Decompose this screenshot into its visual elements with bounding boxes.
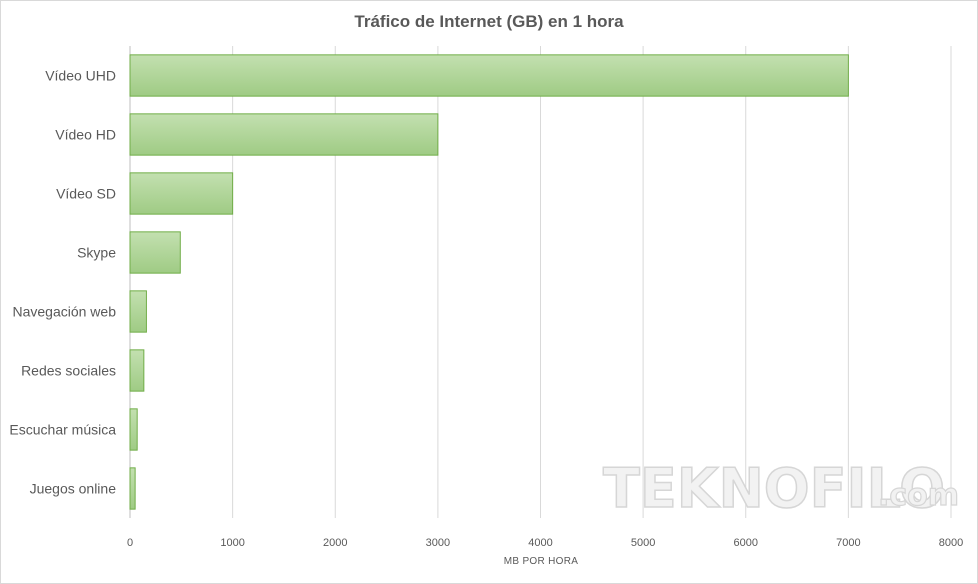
x-tick-label: 4000 (528, 537, 552, 549)
bar (129, 172, 234, 215)
x-tick-label: 5000 (631, 537, 655, 549)
bar (129, 113, 439, 156)
watermark-suffix: .com (878, 478, 959, 513)
category-labels: Vídeo UHD Vídeo HD Vídeo SD Skype Navegación… (9, 68, 116, 497)
category-label: Navegación web (12, 304, 116, 320)
bars (129, 54, 849, 510)
chart-title: Tráfico de Internet (GB) en 1 hora (354, 12, 624, 31)
x-axis-title: MB POR HORA (504, 556, 578, 567)
category-label: Vídeo UHD (45, 68, 116, 84)
category-label: Vídeo HD (55, 127, 116, 143)
category-label: Redes sociales (21, 363, 116, 379)
tick-labels: 0 1000 2000 3000 4000 5000 6000 7000 8000 (127, 537, 963, 549)
category-label: Juegos online (30, 481, 117, 497)
category-label: Skype (77, 245, 116, 261)
watermark-logo: TEKNOFILO .com (602, 456, 959, 521)
bar (129, 349, 145, 392)
x-tick-label: 8000 (939, 537, 963, 549)
x-tick-label: 0 (127, 537, 133, 549)
bar (129, 467, 136, 510)
x-tick-label: 6000 (734, 537, 758, 549)
x-tick-label: 1000 (220, 537, 244, 549)
bar (129, 231, 181, 274)
bar (129, 290, 147, 333)
bar (129, 408, 138, 451)
bar (129, 54, 849, 97)
x-tick-label: 2000 (323, 537, 347, 549)
watermark-main: TEKNOFILO (603, 457, 945, 520)
category-label: Escuchar música (9, 422, 116, 438)
category-label: Vídeo SD (56, 186, 116, 202)
x-tick-label: 7000 (836, 537, 860, 549)
gridlines (129, 46, 952, 518)
x-tick-label: 3000 (426, 537, 450, 549)
